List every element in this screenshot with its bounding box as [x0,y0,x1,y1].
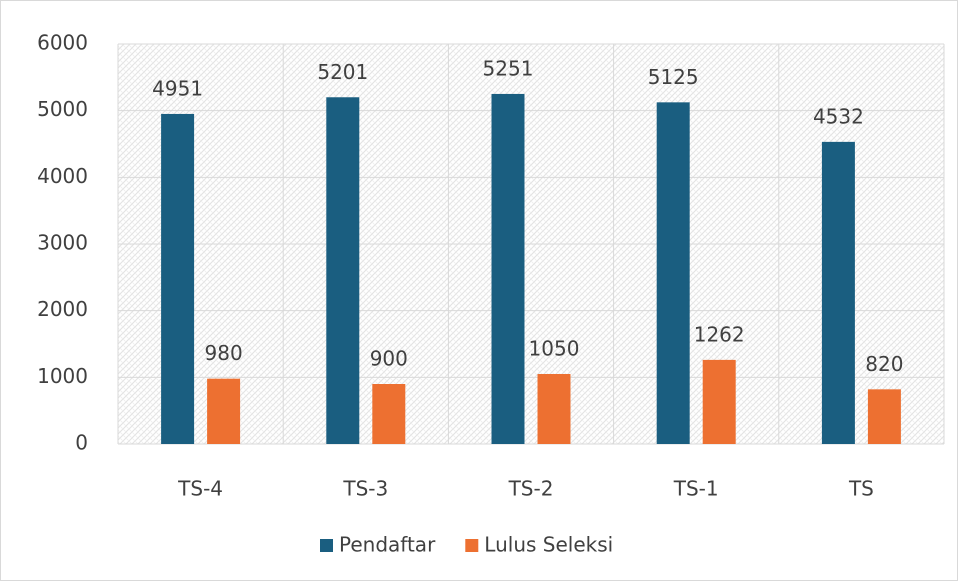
x-tick-label: TS [848,477,874,501]
bar [867,389,901,444]
bar [207,378,241,444]
value-label: 4951 [152,76,203,100]
y-tick-label: 0 [75,431,88,455]
x-tick-label: TS-3 [342,477,388,501]
y-tick-label: 4000 [37,164,88,188]
y-tick-label: 5000 [37,97,88,121]
y-tick-label: 3000 [37,231,88,255]
bar [491,93,525,444]
legend-label: Lulus Seleksi [484,533,613,557]
value-label: 5125 [648,65,699,89]
bar [326,97,360,445]
x-tick-label: TS-4 [177,477,223,501]
value-label: 1050 [529,337,580,361]
legend-swatch [320,539,333,552]
x-tick-label: TS-2 [508,477,554,501]
bar [537,374,571,444]
bar [656,102,690,444]
value-label: 5201 [317,60,368,84]
legend-swatch [465,539,479,552]
value-label: 5251 [483,56,534,80]
y-tick-label: 1000 [37,364,88,388]
y-tick-label: 6000 [37,31,88,55]
value-label: 980 [205,341,243,365]
bar [372,384,406,444]
value-label: 900 [370,347,408,371]
bar [821,141,855,444]
y-tick-label: 2000 [37,297,88,321]
legend-label: Pendaftar [339,533,436,557]
bar [161,113,195,444]
bar [702,359,736,444]
value-label: 820 [865,352,903,376]
value-label: 1262 [694,322,745,346]
value-label: 4532 [813,104,864,128]
x-tick-label: TS-1 [673,477,719,501]
